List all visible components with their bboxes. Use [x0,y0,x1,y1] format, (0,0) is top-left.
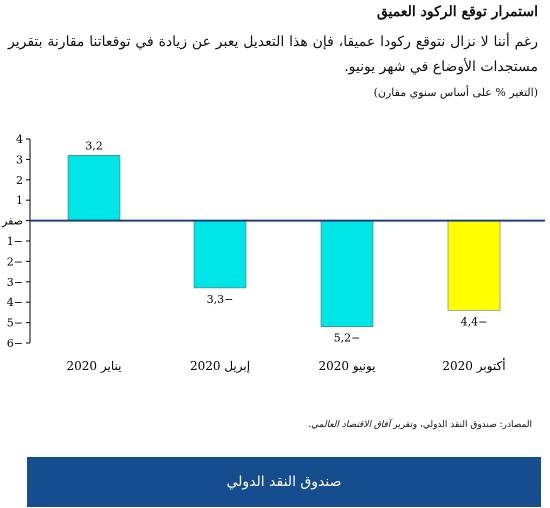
x-category-label: يناير 2020 [67,359,122,373]
chart-title: استمرار توقع الركود العميق [376,4,538,20]
x-category-label: إبريل 2020 [190,359,250,374]
data-label: 5,2− [334,332,361,345]
y-tick-label: 3 [16,153,23,166]
bar [320,220,374,327]
bar [193,220,247,289]
chart-units-note: (التغير % على أساس سنوي مقارن) [373,86,538,99]
bar [447,220,501,311]
source-note: المصادر: صندوق النقد الدولي، وتقرير آفاق… [12,420,532,430]
source-prefix: المصادر: صندوق النقد الدولي، وتقرير [390,420,532,430]
y-tick-label: 1− [7,235,23,248]
chart-description: رغم أننا لا نزال نتوقع ركودا عميقا، فإن … [8,34,538,75]
y-tick-label: 6− [7,337,23,350]
y-tick-label: صفر [1,215,23,228]
data-label: 3,2 [85,139,103,152]
source-suffix: . [308,420,312,430]
data-label: 4,4− [461,315,488,328]
x-category-label: يونيو 2020 [318,359,375,373]
y-tick-label: 3− [7,276,23,289]
data-label: 3,3− [207,293,234,306]
y-tick-label: 5− [7,317,23,330]
footer-label: صندوق النقد الدولي [226,474,342,490]
y-tick-label: 1 [16,194,23,207]
y-tick-label: 4 [16,133,23,146]
bar [67,155,121,221]
source-publication: آفاق الاقتصاد العالمي [311,420,391,430]
bar-chart: 6− 5− 4− 3− 2− 1− صفر 1 2 3 4 3,2 يناير 2020 3,3− إبري… [1,133,545,374]
footer-banner: صندوق النقد الدولي [27,457,541,507]
x-category-label: أكتوبر 2020 [442,358,505,373]
y-tick-label: 2 [16,174,23,187]
y-tick-label: 4− [7,296,23,309]
y-tick-label: 2− [7,255,23,268]
